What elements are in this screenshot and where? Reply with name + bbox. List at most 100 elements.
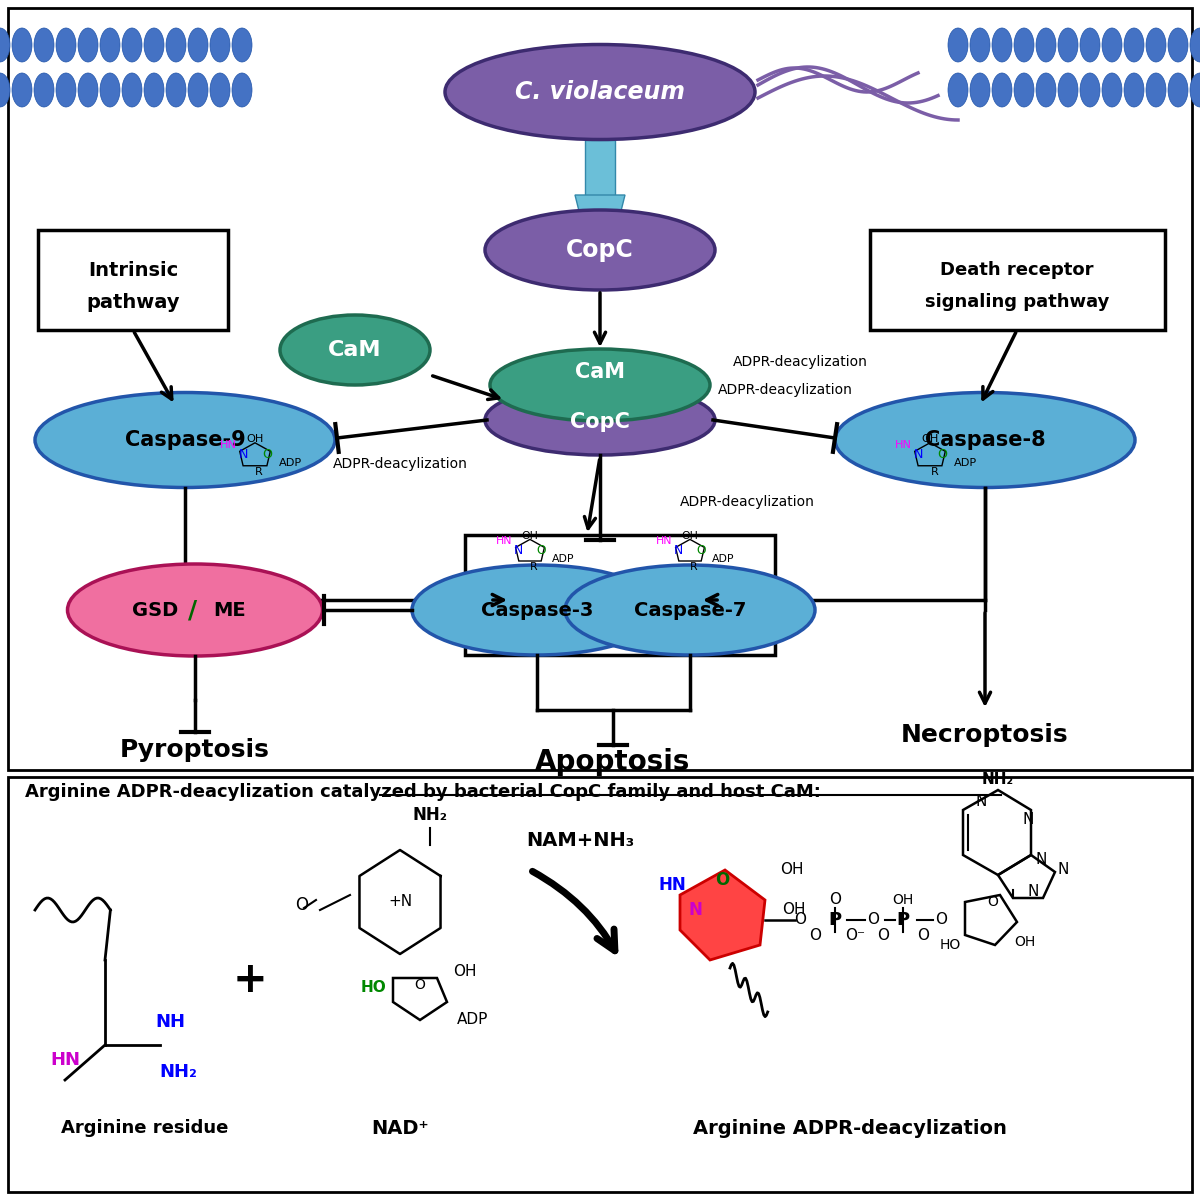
Ellipse shape [970, 73, 990, 107]
Text: O: O [866, 912, 878, 928]
Ellipse shape [1014, 73, 1034, 107]
Ellipse shape [1036, 73, 1056, 107]
Text: R: R [256, 467, 263, 476]
Ellipse shape [1058, 73, 1078, 107]
Ellipse shape [100, 73, 120, 107]
Text: ADP: ADP [713, 553, 734, 564]
Text: OH: OH [454, 965, 476, 979]
Ellipse shape [485, 385, 715, 455]
Ellipse shape [1146, 73, 1166, 107]
Text: O⁻: O⁻ [845, 929, 865, 943]
Ellipse shape [232, 73, 252, 107]
Ellipse shape [1102, 73, 1122, 107]
Text: R: R [690, 562, 698, 571]
Ellipse shape [122, 73, 142, 107]
Text: N: N [674, 544, 684, 557]
Text: NAD⁺: NAD⁺ [371, 1118, 428, 1138]
Text: O: O [715, 871, 730, 889]
Text: Caspase-3: Caspase-3 [481, 600, 593, 619]
Text: ADPR-deacylization: ADPR-deacylization [680, 494, 815, 509]
Text: NH₂: NH₂ [413, 806, 448, 824]
Text: Apoptosis: Apoptosis [535, 748, 691, 776]
Text: N: N [1036, 852, 1046, 868]
Text: NH₂: NH₂ [982, 773, 1014, 787]
Ellipse shape [1080, 28, 1100, 62]
Text: HN: HN [656, 536, 672, 546]
Text: N: N [514, 544, 523, 557]
Text: O: O [414, 978, 426, 992]
Text: O: O [536, 544, 546, 557]
Text: OH: OH [522, 532, 539, 541]
Text: OH: OH [1014, 935, 1036, 949]
Text: Death receptor: Death receptor [941, 260, 1093, 278]
Text: CopC: CopC [566, 238, 634, 262]
Bar [870, 230, 1165, 330]
Text: HN: HN [496, 536, 512, 546]
Text: Caspase-8: Caspase-8 [925, 430, 1045, 450]
Text: O: O [295, 896, 308, 914]
Text: NH: NH [155, 1013, 185, 1031]
Text: Caspase-7: Caspase-7 [634, 600, 746, 619]
Text: ADP: ADP [457, 1013, 488, 1027]
Text: ADP: ADP [954, 458, 977, 468]
Ellipse shape [0, 73, 10, 107]
Text: N: N [1057, 863, 1069, 877]
Ellipse shape [144, 28, 164, 62]
Text: NH₂: NH₂ [160, 1063, 197, 1081]
Text: CaM: CaM [575, 362, 625, 382]
Ellipse shape [166, 28, 186, 62]
Ellipse shape [56, 28, 76, 62]
Ellipse shape [1124, 73, 1144, 107]
Text: OH: OH [893, 893, 913, 907]
Ellipse shape [210, 73, 230, 107]
Ellipse shape [78, 73, 98, 107]
Text: OH: OH [782, 902, 805, 918]
Ellipse shape [34, 28, 54, 62]
Text: OH: OH [246, 434, 264, 444]
Text: C. violaceum: C. violaceum [515, 80, 685, 104]
Text: HN: HN [894, 439, 911, 450]
Text: ADPR-deacylization: ADPR-deacylization [732, 355, 868, 370]
Ellipse shape [35, 392, 335, 487]
Polygon shape [575, 194, 625, 215]
Text: CaM: CaM [329, 340, 382, 360]
Text: O: O [829, 893, 841, 907]
Text: HO: HO [940, 938, 961, 952]
Ellipse shape [166, 73, 186, 107]
Text: Arginine residue: Arginine residue [61, 1118, 229, 1138]
Ellipse shape [100, 28, 120, 62]
Text: ME: ME [214, 600, 246, 619]
Text: Caspase-9: Caspase-9 [125, 430, 245, 450]
Ellipse shape [232, 28, 252, 62]
Text: O: O [937, 448, 947, 461]
Ellipse shape [445, 44, 755, 139]
Ellipse shape [210, 28, 230, 62]
Text: /: / [188, 598, 198, 622]
Ellipse shape [56, 73, 76, 107]
Text: signaling pathway: signaling pathway [925, 293, 1109, 311]
Text: ADP: ADP [552, 553, 575, 564]
Text: ADPR-deacylization: ADPR-deacylization [718, 383, 852, 397]
Ellipse shape [0, 28, 10, 62]
Ellipse shape [1058, 28, 1078, 62]
Text: ADP: ADP [278, 458, 302, 468]
Text: pathway: pathway [86, 293, 180, 312]
Bar [38, 230, 228, 330]
Ellipse shape [412, 565, 662, 655]
Text: P: P [828, 911, 841, 929]
Text: Necroptosis: Necroptosis [901, 722, 1069, 746]
Text: N: N [1022, 812, 1033, 828]
Text: OH: OH [682, 532, 698, 541]
Ellipse shape [992, 28, 1012, 62]
Ellipse shape [1102, 28, 1122, 62]
Text: Arginine ADPR-deacylization catalyzed by bacterial CopC family and host CaM:: Arginine ADPR-deacylization catalyzed by… [25, 782, 821, 802]
Ellipse shape [1124, 28, 1144, 62]
Text: N: N [688, 901, 702, 919]
Ellipse shape [78, 28, 98, 62]
Text: Arginine ADPR-deacylization: Arginine ADPR-deacylization [694, 1118, 1007, 1138]
Text: OH: OH [780, 863, 804, 877]
Text: P: P [896, 911, 910, 929]
Ellipse shape [1146, 28, 1166, 62]
Text: N: N [976, 794, 986, 810]
Ellipse shape [1190, 28, 1200, 62]
